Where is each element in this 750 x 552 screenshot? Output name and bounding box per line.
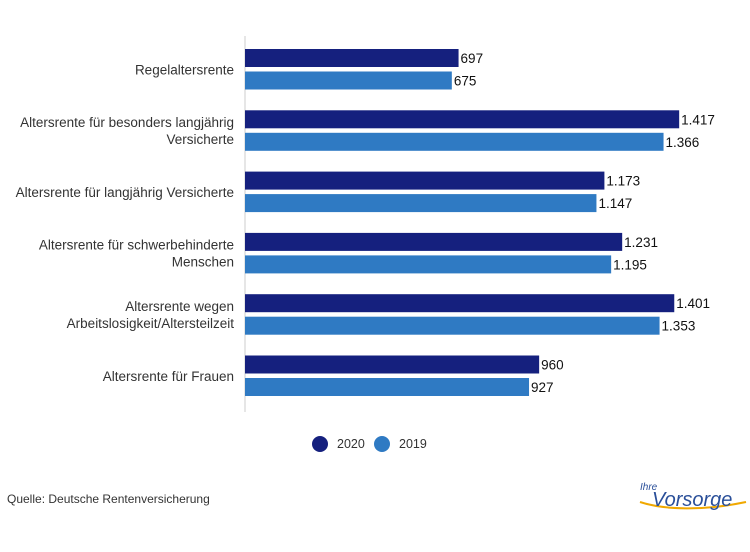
bar-chart: Regelaltersrente 697 675 Altersrente für be… [16,36,715,412]
category-label: Altersrente für schwerbehinderte Menschen [39,238,234,270]
category-label-line: Altersrente für langjährig Versicherte [16,185,234,200]
data-label-2020: 1.173 [606,174,640,189]
data-label-2020: 1.401 [676,296,710,311]
category-label: Altersrente wegen Arbeitslosigkeit/Alters… [67,299,235,331]
bar-2020 [245,232,623,251]
data-label-2019: 1.147 [598,196,632,211]
bar-2020 [245,171,605,190]
legend-item-2020: 2020 [312,436,365,452]
bar-2019 [245,255,612,274]
legend-label-2020: 2020 [337,437,365,451]
data-label-2019: 675 [454,74,477,89]
data-label-2019: 1.353 [662,319,696,334]
data-label-2020: 960 [541,358,564,373]
data-label-2019: 927 [531,380,554,395]
legend-item-2019: 2019 [374,436,427,452]
bar-2019 [245,194,597,213]
category-label: Altersrente für langjährig Versicherte [16,185,234,200]
bar-2020 [245,355,540,374]
category-label-line: Altersrente für Frauen [103,369,234,384]
source-note: Quelle: Deutsche Rentenversicherung [7,492,210,506]
svg-text:Vorsorge: Vorsorge [652,489,732,511]
bar-2020 [245,110,680,129]
data-label-2020: 697 [461,51,484,66]
category-label-line: Altersrente für besonders langjährig [20,115,234,130]
bar-2019 [245,378,530,396]
category-label-line: Arbeitslosigkeit/Altersteilzeit [67,316,235,331]
category-label: Altersrente für Frauen [103,369,234,384]
legend-swatch-2019 [374,436,390,452]
category-label-line: Altersrente wegen [125,299,234,314]
data-label-2020: 1.417 [681,112,715,127]
data-label-2020: 1.231 [624,235,658,250]
bar-2020 [245,49,459,67]
svg-text:Ihre: Ihre [640,482,658,493]
ihre-vorsorge-logo: Ihre Vorsorge [639,482,747,511]
category-label: Regelaltersrente [135,62,234,77]
legend-label-2019: 2019 [399,437,427,451]
data-label-2019: 1.195 [613,257,647,272]
bar-2019 [245,132,664,151]
legend: 2020 2019 [0,434,750,456]
legend-swatch-2020 [312,436,328,452]
bar-2019 [245,71,452,90]
bar-2020 [245,294,675,313]
data-label-2019: 1.366 [666,135,700,150]
category-label-line: Regelaltersrente [135,62,234,77]
category-label-line: Menschen [172,255,234,270]
category-label: Altersrente für besonders langjährig Vers… [20,115,234,147]
category-label-line: Versicherte [166,132,234,147]
category-label-line: Altersrente für schwerbehinderte [39,238,234,253]
bar-2019 [245,316,660,335]
